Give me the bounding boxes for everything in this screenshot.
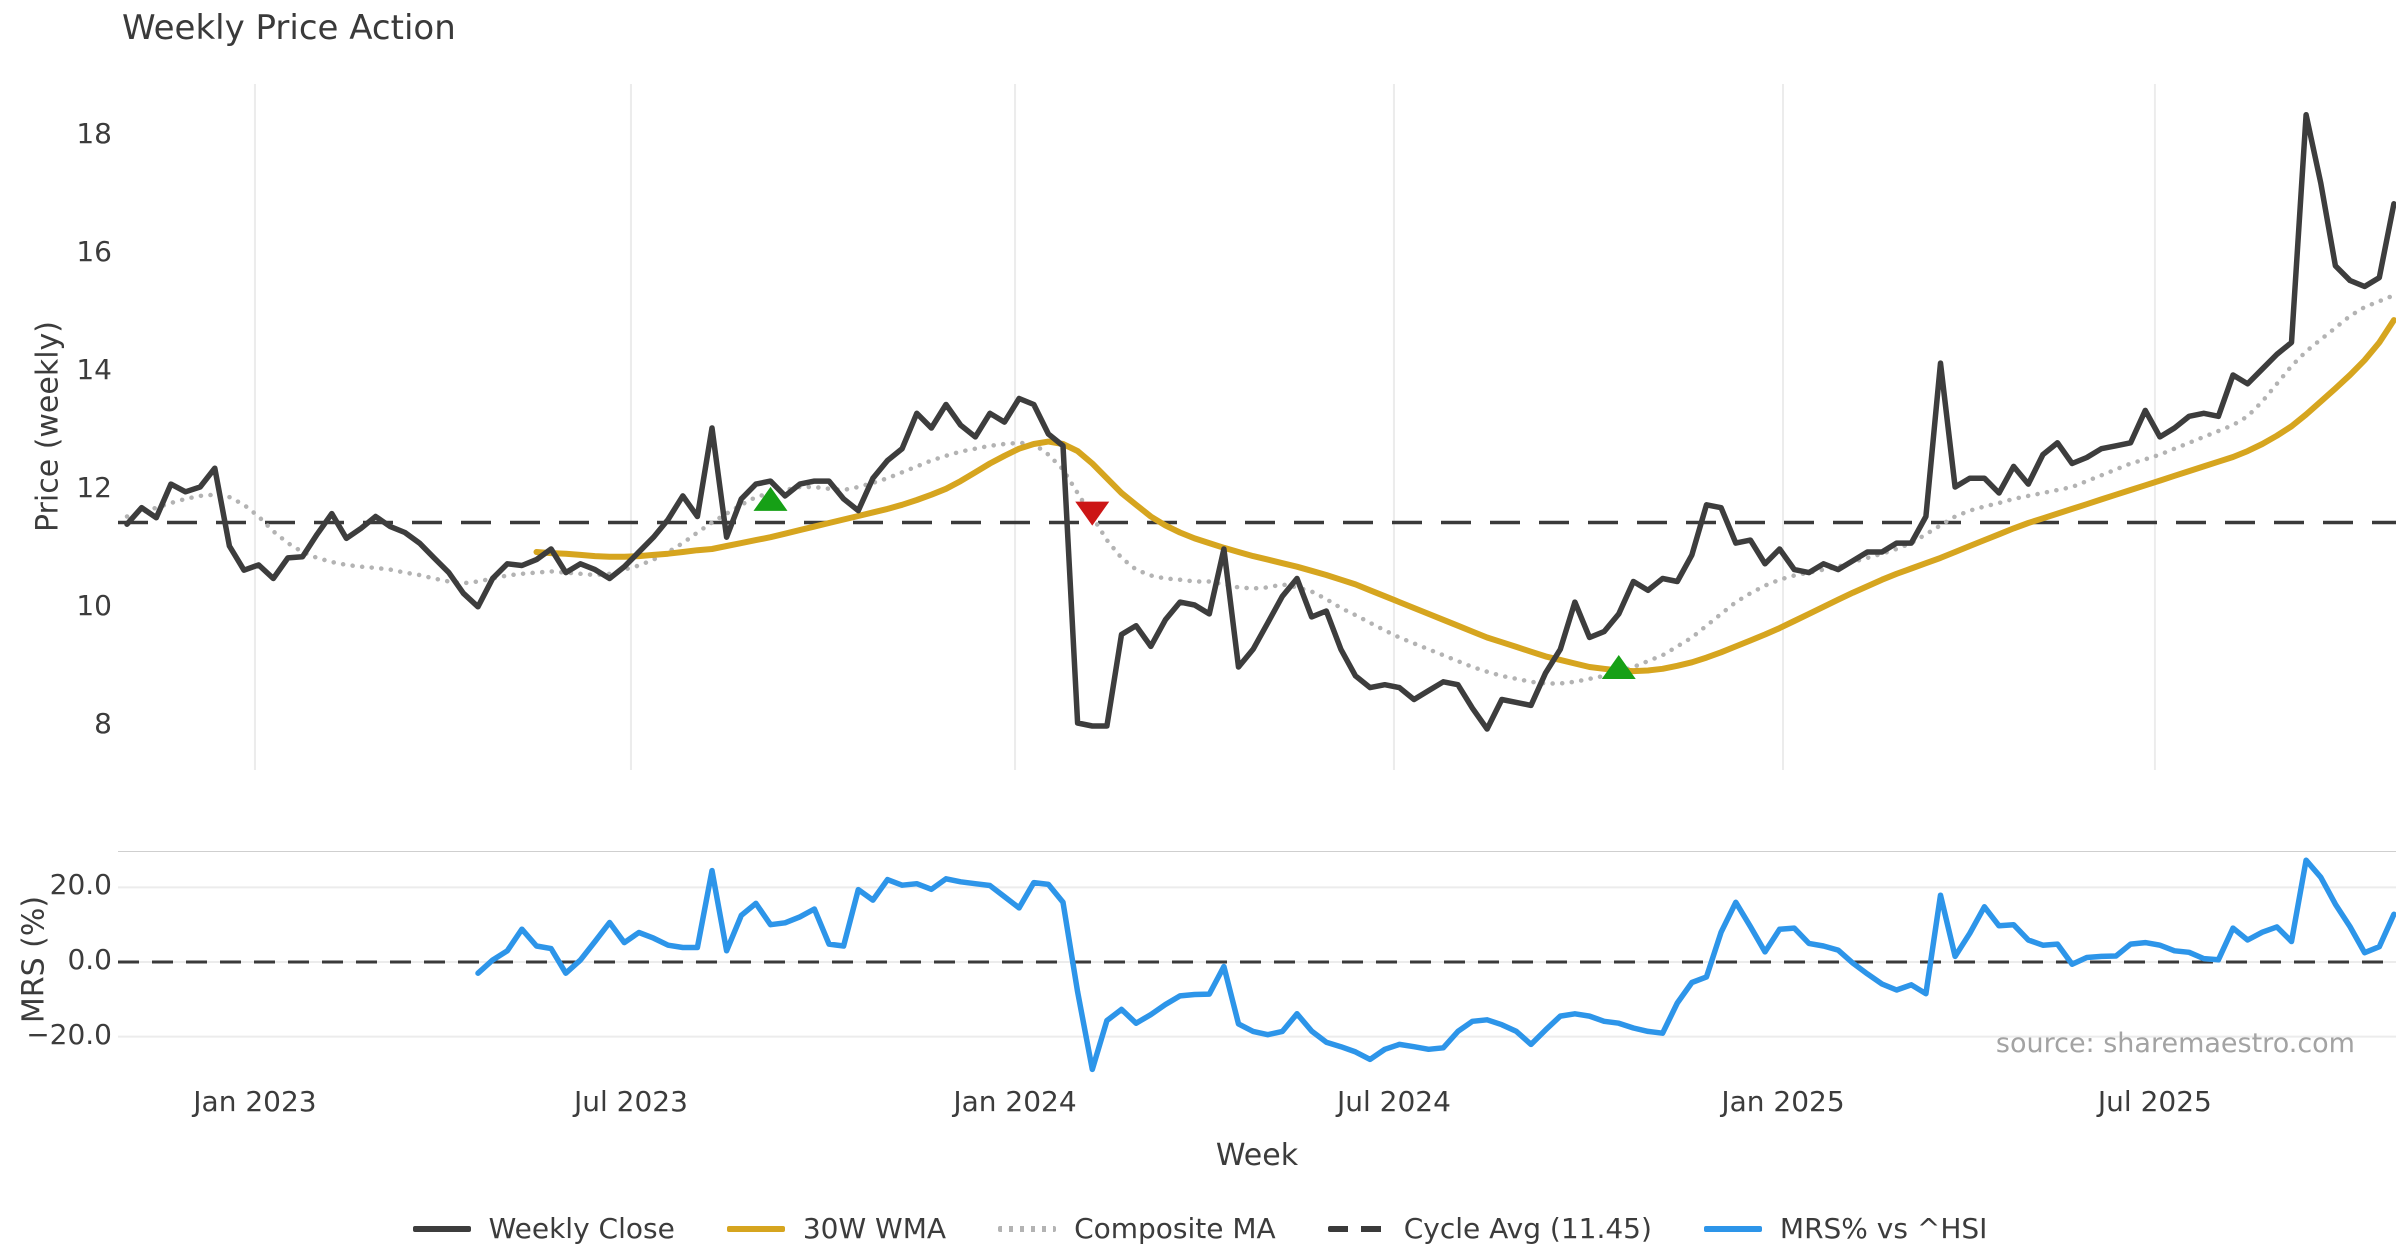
x-tick: Jul 2023 — [573, 1085, 688, 1118]
legend-label: Weekly Close — [488, 1212, 675, 1245]
x-tick: Jan 2025 — [1721, 1085, 1845, 1118]
legend-item: MRS% vs ^HSI — [1703, 1212, 1988, 1245]
legend-item: Weekly Close — [412, 1212, 675, 1245]
legend-item: 30W WMA — [726, 1212, 947, 1245]
price-ytick: 10 — [76, 589, 112, 622]
x-tick: Jul 2024 — [1336, 1085, 1451, 1118]
price-ytick: 14 — [76, 353, 112, 386]
price-panel — [118, 84, 2396, 770]
mrs-ytick: 0.0 — [67, 943, 112, 976]
mrs-ytick: 20.0 — [49, 868, 112, 902]
price-ytick: 16 — [76, 235, 112, 268]
legend-label: MRS% vs ^HSI — [1779, 1212, 1988, 1245]
legend-swatch-dashed — [1327, 1225, 1386, 1232]
price-ytick: 18 — [76, 117, 112, 150]
price-ytick: 8 — [94, 707, 112, 740]
x-axis-label: Week — [1215, 1138, 1299, 1173]
mrs-ytick: −20.0 — [26, 1017, 112, 1051]
legend-item: Composite MA — [998, 1212, 1276, 1245]
legend-swatch-dotted — [998, 1225, 1057, 1232]
chart-legend: Weekly Close 30W WMA Composite MA Cycle Avg… — [0, 1212, 2400, 1245]
chart-title: Weekly Price Action — [122, 8, 456, 48]
legend-swatch-solid — [726, 1225, 785, 1232]
legend-label: Cycle Avg (11.45) — [1403, 1212, 1652, 1245]
x-tick: Jan 2024 — [953, 1085, 1077, 1118]
legend-swatch-solid — [1703, 1225, 1762, 1232]
mrs-line — [475, 857, 2396, 1073]
weekly-close-line — [124, 112, 2396, 732]
legend-item: Cycle Avg (11.45) — [1327, 1212, 1652, 1245]
price-ytick: 12 — [76, 471, 112, 504]
wma-30w-line — [533, 317, 2396, 675]
sell-signal-marker — [1075, 501, 1110, 526]
source-credit: source: sharemaestro.com — [1995, 1028, 2355, 1059]
legend-label: Composite MA — [1074, 1212, 1276, 1245]
legend-label: 30W WMA — [802, 1212, 947, 1245]
legend-swatch-solid — [412, 1225, 471, 1232]
price-axis-label: Price (weekly) — [30, 320, 66, 533]
composite-ma-line — [124, 293, 2396, 686]
buy-signal-marker — [1601, 655, 1636, 679]
x-tick: Jul 2025 — [2097, 1085, 2212, 1118]
buy-signal-marker — [753, 486, 788, 511]
x-tick: Jan 2023 — [193, 1085, 317, 1118]
mrs-panel — [118, 851, 2396, 1073]
